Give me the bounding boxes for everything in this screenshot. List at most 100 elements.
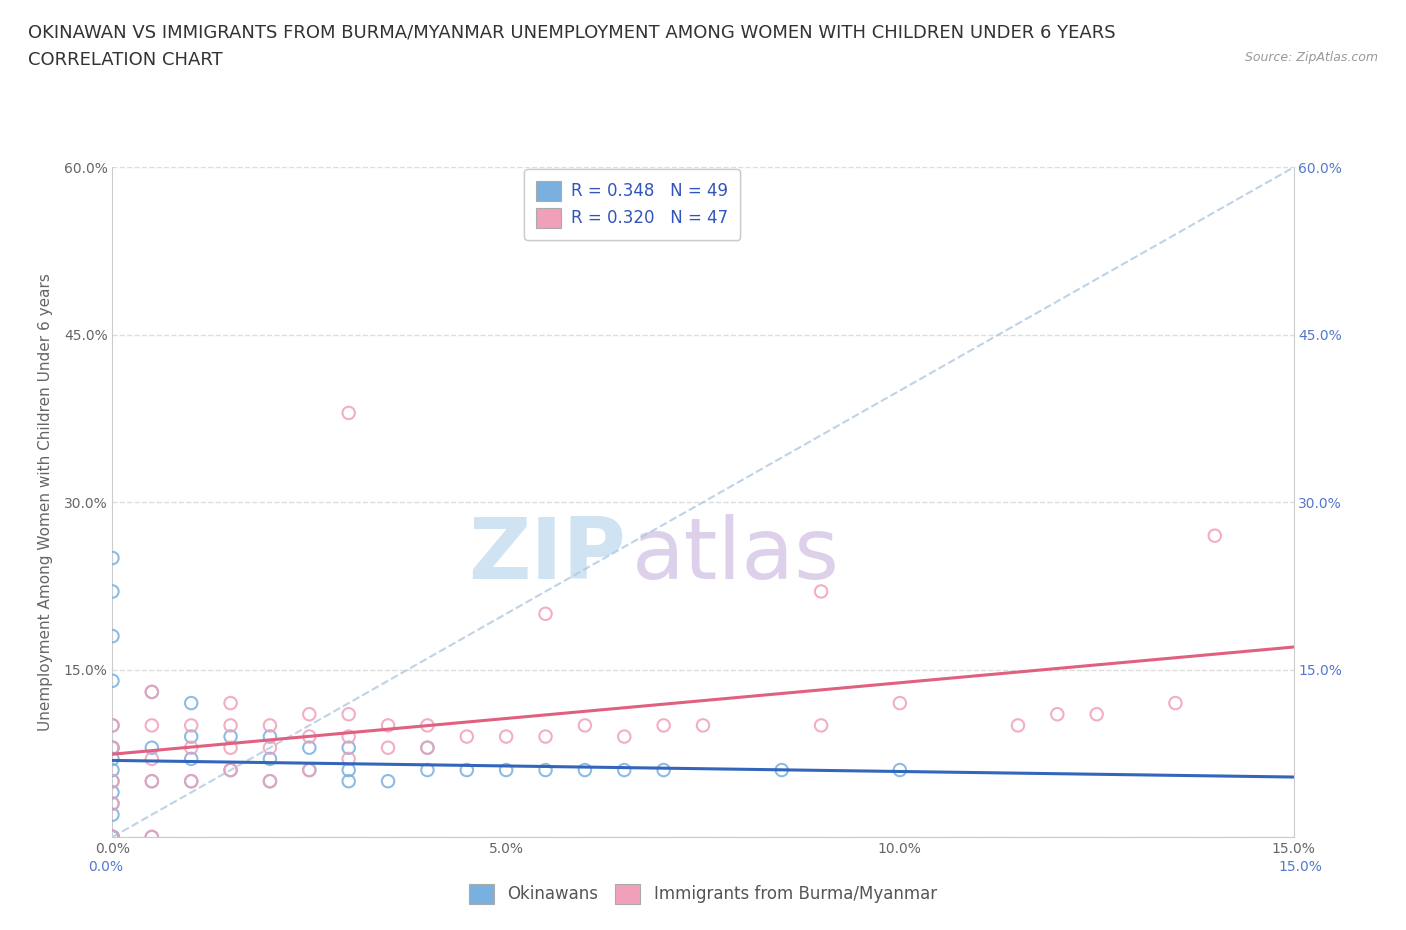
Point bbox=[534, 729, 557, 744]
Text: atlas: atlas bbox=[633, 514, 841, 597]
Point bbox=[101, 796, 124, 811]
Point bbox=[101, 718, 124, 733]
Point bbox=[101, 830, 124, 844]
Point bbox=[810, 718, 832, 733]
Point bbox=[692, 718, 714, 733]
Point bbox=[180, 718, 202, 733]
Point bbox=[298, 740, 321, 755]
Point bbox=[101, 830, 124, 844]
Point bbox=[101, 830, 124, 844]
Point bbox=[141, 774, 163, 789]
Point bbox=[495, 729, 517, 744]
Point bbox=[534, 606, 557, 621]
Point bbox=[141, 740, 163, 755]
Point bbox=[219, 718, 242, 733]
Point bbox=[180, 729, 202, 744]
Point bbox=[613, 763, 636, 777]
Point bbox=[810, 584, 832, 599]
Point bbox=[101, 584, 124, 599]
Point bbox=[889, 763, 911, 777]
Point bbox=[180, 696, 202, 711]
Point bbox=[652, 763, 675, 777]
Point bbox=[101, 774, 124, 789]
Point bbox=[298, 707, 321, 722]
Point bbox=[141, 751, 163, 766]
Point bbox=[770, 763, 793, 777]
Point bbox=[101, 763, 124, 777]
Text: CORRELATION CHART: CORRELATION CHART bbox=[28, 51, 224, 69]
Legend: R = 0.348   N = 49, R = 0.320   N = 47: R = 0.348 N = 49, R = 0.320 N = 47 bbox=[524, 169, 740, 240]
Point bbox=[1164, 696, 1187, 711]
Point bbox=[259, 751, 281, 766]
Point bbox=[180, 751, 202, 766]
Point bbox=[1204, 528, 1226, 543]
Point bbox=[377, 718, 399, 733]
Point bbox=[456, 729, 478, 744]
Point bbox=[141, 774, 163, 789]
Point bbox=[298, 729, 321, 744]
Point bbox=[101, 629, 124, 644]
Point bbox=[101, 740, 124, 755]
Point bbox=[337, 774, 360, 789]
Point bbox=[259, 729, 281, 744]
Point bbox=[180, 774, 202, 789]
Point bbox=[613, 729, 636, 744]
Point bbox=[180, 774, 202, 789]
Point bbox=[889, 696, 911, 711]
Point bbox=[101, 718, 124, 733]
Point bbox=[574, 763, 596, 777]
Point bbox=[337, 729, 360, 744]
Point bbox=[101, 740, 124, 755]
Point bbox=[495, 763, 517, 777]
Text: Source: ZipAtlas.com: Source: ZipAtlas.com bbox=[1244, 51, 1378, 64]
Point bbox=[259, 774, 281, 789]
Point bbox=[377, 774, 399, 789]
Point bbox=[337, 707, 360, 722]
Point bbox=[298, 763, 321, 777]
Point bbox=[416, 740, 439, 755]
Point bbox=[298, 763, 321, 777]
Point bbox=[141, 718, 163, 733]
Point bbox=[337, 740, 360, 755]
Point bbox=[1046, 707, 1069, 722]
Point bbox=[219, 729, 242, 744]
Point bbox=[101, 807, 124, 822]
Point bbox=[337, 763, 360, 777]
Point bbox=[1085, 707, 1108, 722]
Point bbox=[101, 774, 124, 789]
Point bbox=[259, 718, 281, 733]
Point bbox=[101, 830, 124, 844]
Point bbox=[101, 673, 124, 688]
Point bbox=[101, 830, 124, 844]
Point bbox=[259, 740, 281, 755]
Point bbox=[101, 785, 124, 800]
Point bbox=[141, 684, 163, 699]
Point bbox=[141, 684, 163, 699]
Text: ZIP: ZIP bbox=[468, 514, 626, 597]
Point bbox=[101, 830, 124, 844]
Point bbox=[101, 830, 124, 844]
Point bbox=[101, 830, 124, 844]
Point bbox=[337, 405, 360, 420]
Point bbox=[259, 774, 281, 789]
Legend: Okinawans, Immigrants from Burma/Myanmar: Okinawans, Immigrants from Burma/Myanmar bbox=[461, 875, 945, 912]
Point bbox=[534, 763, 557, 777]
Point bbox=[141, 830, 163, 844]
Point bbox=[219, 740, 242, 755]
Text: 0.0%: 0.0% bbox=[89, 860, 122, 874]
Point bbox=[574, 718, 596, 733]
Y-axis label: Unemployment Among Women with Children Under 6 years: Unemployment Among Women with Children U… bbox=[38, 273, 52, 731]
Point bbox=[101, 740, 124, 755]
Point bbox=[456, 763, 478, 777]
Point bbox=[337, 751, 360, 766]
Point bbox=[219, 763, 242, 777]
Point bbox=[219, 696, 242, 711]
Point bbox=[101, 751, 124, 766]
Point bbox=[652, 718, 675, 733]
Point bbox=[219, 763, 242, 777]
Point bbox=[377, 740, 399, 755]
Point bbox=[1007, 718, 1029, 733]
Point bbox=[101, 796, 124, 811]
Point bbox=[416, 763, 439, 777]
Text: OKINAWAN VS IMMIGRANTS FROM BURMA/MYANMAR UNEMPLOYMENT AMONG WOMEN WITH CHILDREN: OKINAWAN VS IMMIGRANTS FROM BURMA/MYANMA… bbox=[28, 23, 1116, 41]
